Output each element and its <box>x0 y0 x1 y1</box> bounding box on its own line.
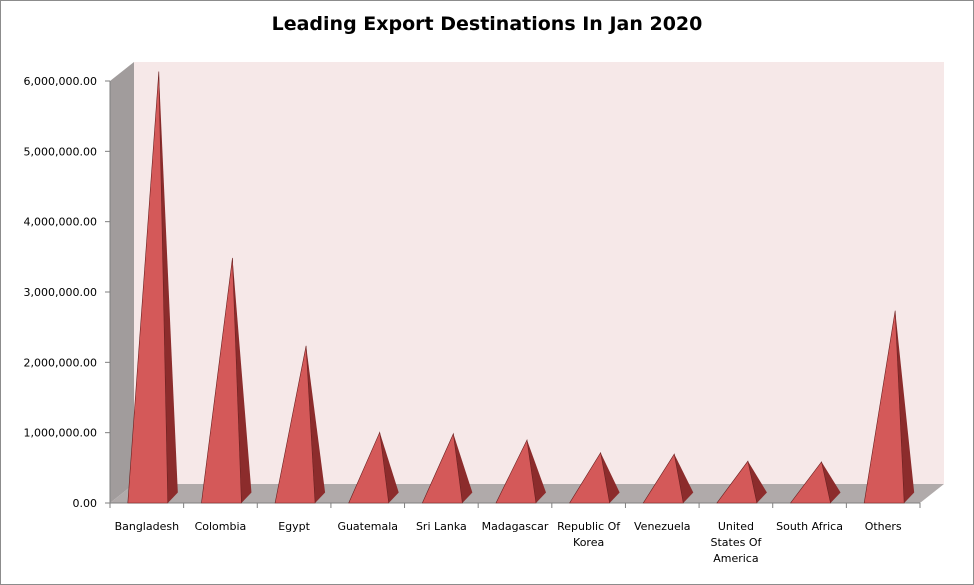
pyramid-outline <box>569 451 610 504</box>
x-category-label-line: Others <box>865 520 902 533</box>
x-category-label-line: Korea <box>573 536 604 549</box>
pyramid-bar <box>495 439 546 504</box>
pyramid-front-face <box>275 345 316 503</box>
chart-title: Leading Export Destinations In Jan 2020 <box>271 13 703 35</box>
pyramid-front-face <box>716 461 757 503</box>
x-axis: Bangladesh Colombia Egypt Guatemala Sri Lank… <box>109 502 921 565</box>
pyramid-bar <box>348 431 399 504</box>
pyramid-outline <box>495 439 537 504</box>
x-category-label: South Africa <box>776 520 843 533</box>
pyramid-bar <box>274 345 326 504</box>
x-category-label-line: Sri Lanka <box>416 520 467 533</box>
y-tick-label: 1,000,000.00 <box>24 427 97 440</box>
x-category-label: Guatemala <box>337 520 398 533</box>
pyramid-outline <box>642 453 684 504</box>
x-category-label-line: Venezuela <box>634 520 691 533</box>
x-category-label: Republic Of Korea <box>557 520 621 549</box>
pyramid-bar <box>642 453 694 504</box>
pyramid-outline <box>421 432 463 504</box>
pyramid-side-face <box>527 440 546 503</box>
x-category-label: Madagascar <box>482 520 549 533</box>
x-category-label-line: South Africa <box>776 520 843 533</box>
x-category-label: Colombia <box>195 520 247 533</box>
pyramid-bar <box>863 310 915 504</box>
pyramid-side-face <box>600 452 620 503</box>
pyramid-outline <box>201 257 242 504</box>
pyramid-front-face <box>496 440 536 503</box>
x-category-label-line: Republic Of <box>557 520 621 533</box>
pyramid-bar <box>789 461 841 504</box>
pyramid-bar <box>569 451 620 504</box>
pyramid-bar <box>421 432 473 504</box>
pyramid-side-face <box>747 461 767 503</box>
y-tick-label: 4,000,000.00 <box>24 216 97 229</box>
pyramid-front-face <box>864 310 905 503</box>
pyramid-side-face <box>158 71 178 503</box>
pyramid-side-face <box>674 454 694 503</box>
pyramid-outline <box>348 431 390 504</box>
x-category-label: Venezuela <box>634 520 691 533</box>
pyramid-side-face <box>306 345 326 503</box>
y-tick-label: 2,000,000.00 <box>24 356 97 369</box>
pyramid-front-face <box>422 433 463 503</box>
side-wall <box>110 62 134 503</box>
x-category-label-line: Guatemala <box>337 520 398 533</box>
x-category-label: Sri Lanka <box>416 520 467 533</box>
x-category-label: Others <box>865 520 902 533</box>
pyramid-outline <box>716 460 758 504</box>
x-category-label: Egypt <box>278 520 310 533</box>
pyramid-outline <box>863 310 905 504</box>
pyramid-front-face <box>127 71 168 503</box>
x-category-label-line: Egypt <box>278 520 310 533</box>
pyramid-front-face <box>790 461 831 503</box>
pyramid-bar <box>716 460 767 504</box>
y-axis: 0.00 1,000,000.00 2,000,000.00 3,000,000.00… <box>24 75 111 510</box>
pyramid-outline <box>274 345 316 504</box>
x-category-label-line: America <box>713 552 758 565</box>
x-category-label: United States Of America <box>710 520 762 565</box>
pyramid-side-face <box>232 257 252 503</box>
pyramid-outline <box>789 461 831 504</box>
x-category-label-line: United <box>718 520 754 533</box>
pyramid-outline <box>127 71 169 504</box>
pyramid-side-face <box>453 433 473 503</box>
y-tick-label: 3,000,000.00 <box>24 286 97 299</box>
back-wall <box>134 62 944 484</box>
pyramid-bar <box>127 71 178 504</box>
y-tick-label: 0.00 <box>73 497 98 510</box>
y-tick-label: 5,000,000.00 <box>24 145 97 158</box>
pyramid-front-face <box>348 432 389 503</box>
pyramid-side-face <box>821 461 841 503</box>
pyramid-side-face <box>895 310 915 503</box>
pyramid-front-face <box>643 454 684 503</box>
pyramid-series <box>127 71 915 504</box>
x-category-label-line: Colombia <box>195 520 247 533</box>
pyramid-bar <box>201 257 252 504</box>
y-tick-label: 6,000,000.00 <box>24 75 97 88</box>
x-category-label-line: Bangladesh <box>115 520 180 533</box>
x-category-label-line: States Of <box>710 536 762 549</box>
pyramid-side-face <box>379 432 399 503</box>
x-category-label-line: Madagascar <box>482 520 549 533</box>
pyramid-front-face <box>569 452 610 503</box>
pyramid-front-face <box>201 257 242 503</box>
x-category-label: Bangladesh <box>115 520 180 533</box>
